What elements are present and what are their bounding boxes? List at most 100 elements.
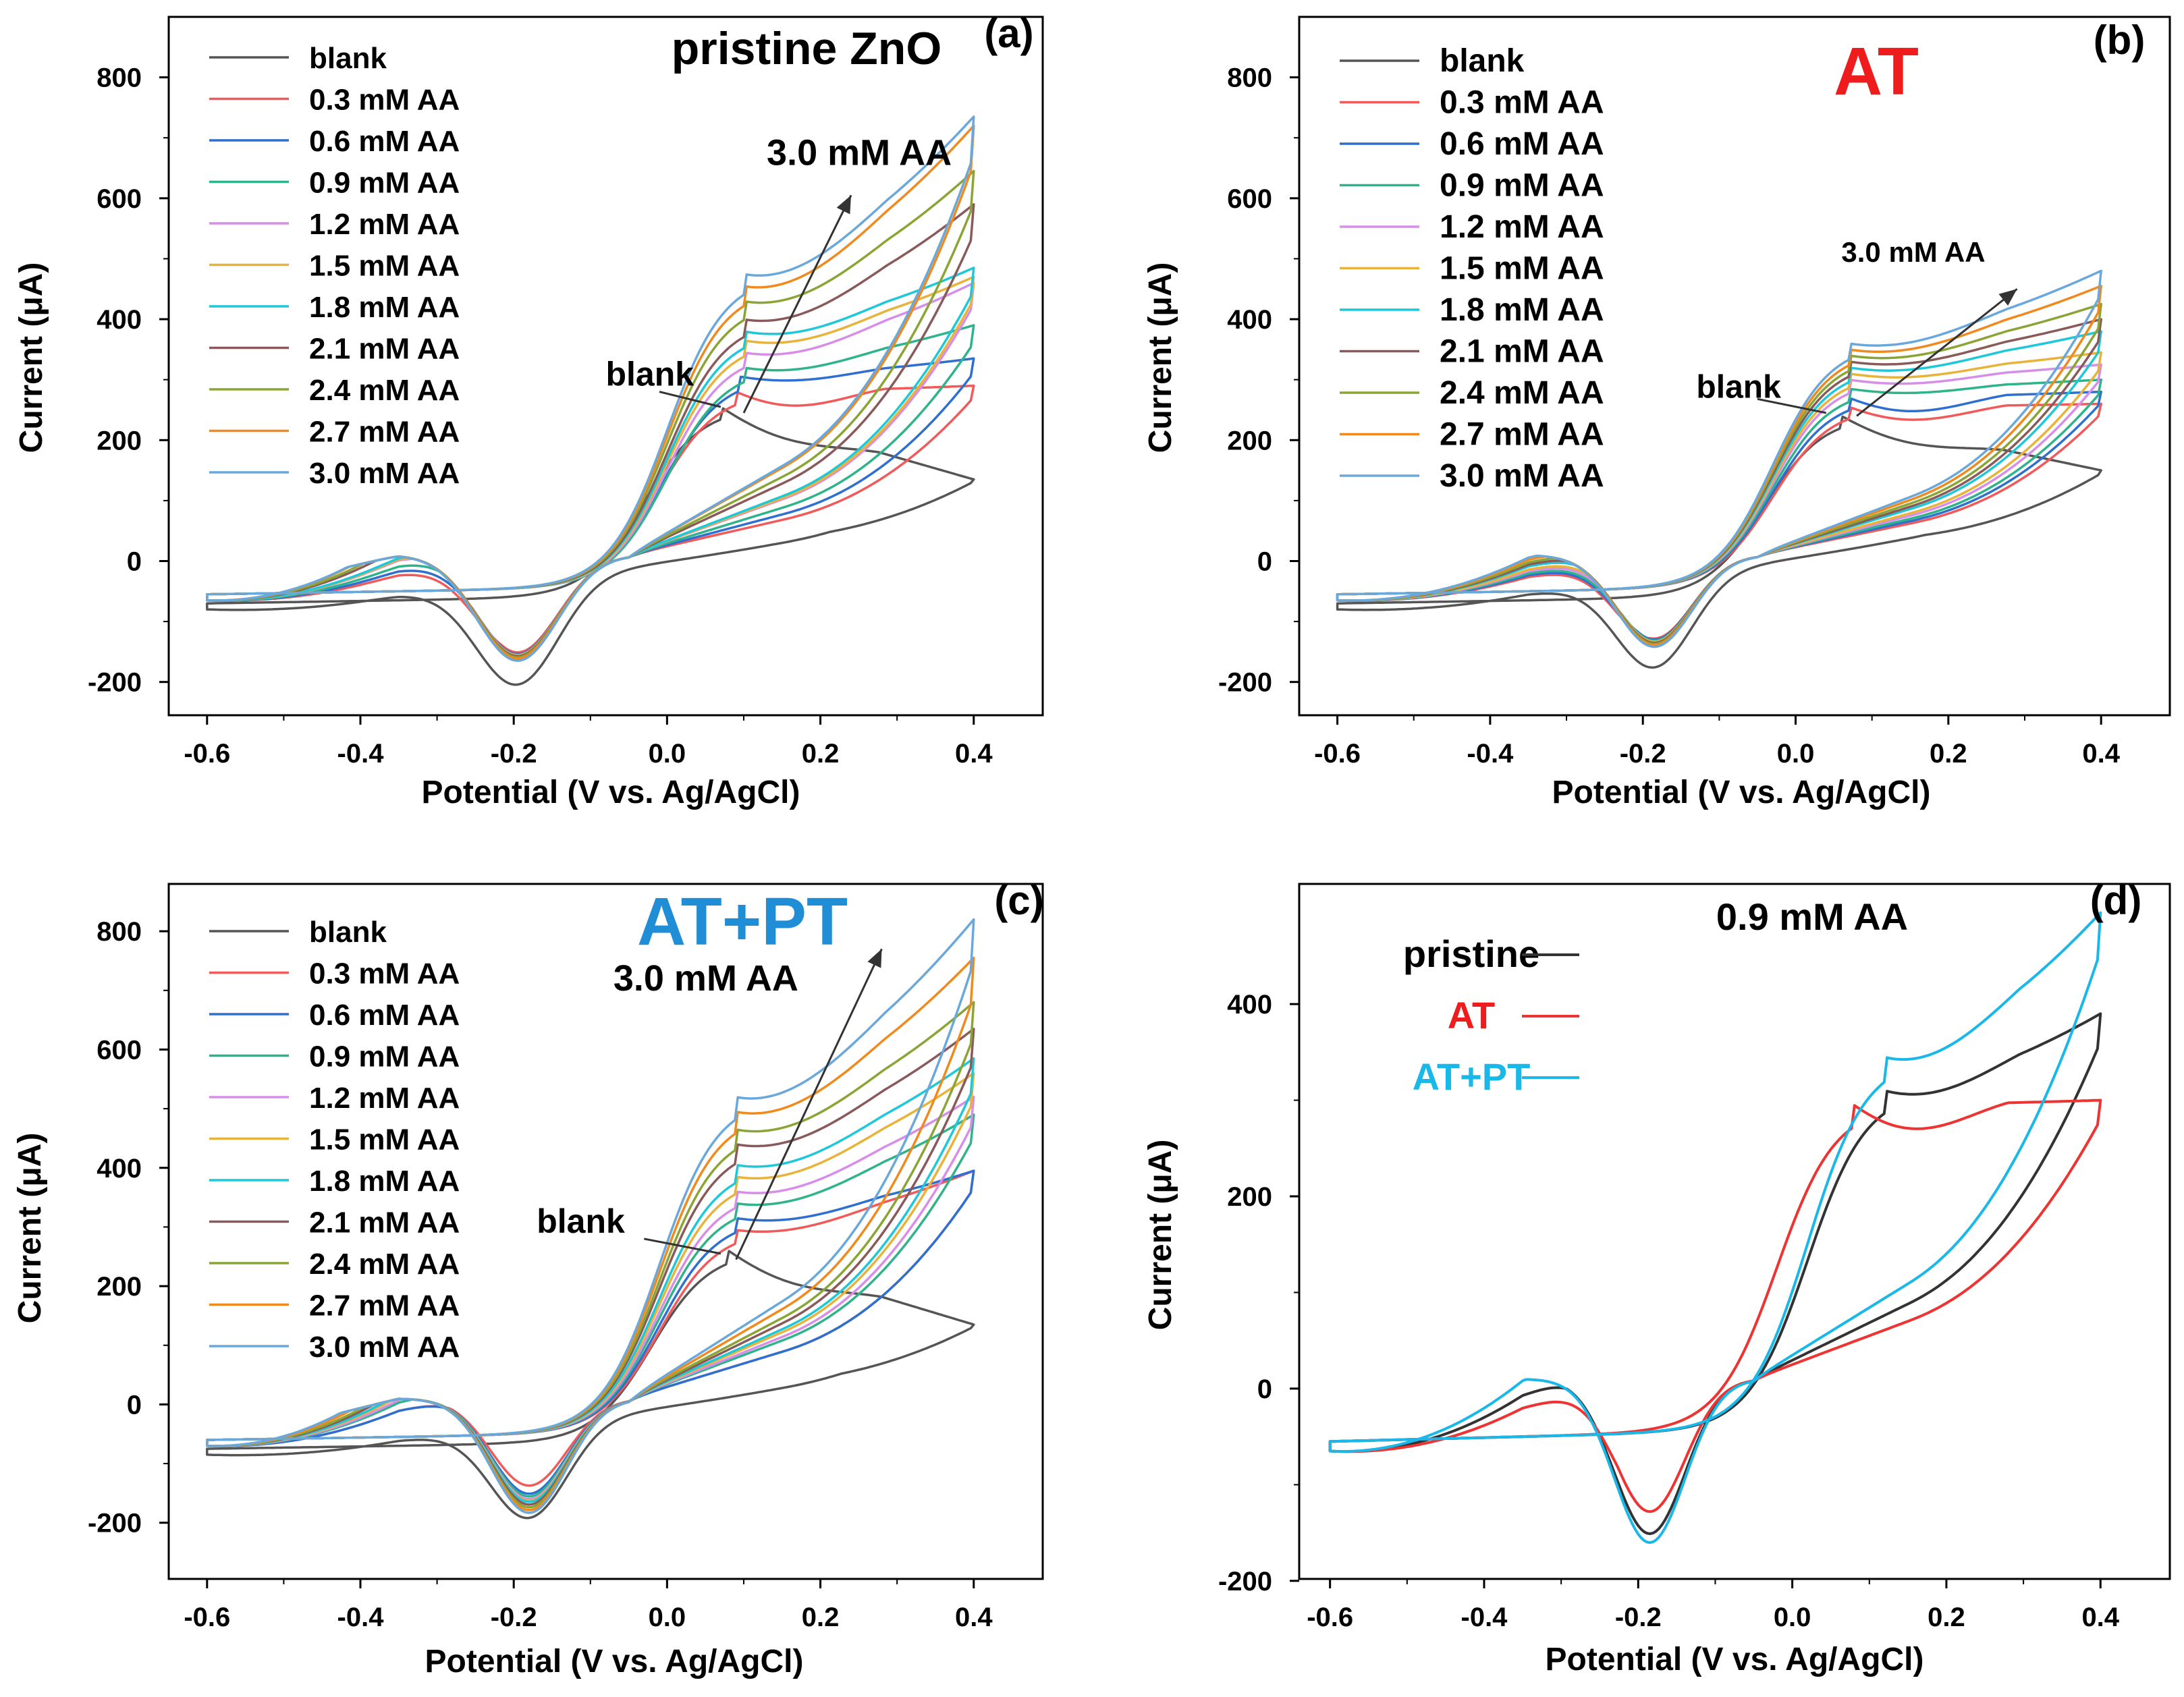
x-tick-label: -0.2 [491,739,537,769]
y-tick-label: -200 [1218,1567,1272,1596]
annotation-arrow [735,948,883,1260]
series-line-3-0-mm-aa [1336,269,2102,648]
annotation-arrow [644,1237,721,1255]
annotation-arrowhead [1998,289,2017,306]
y-tick-label: 200 [1227,1182,1272,1212]
panel-title: AT+PT [637,884,848,959]
series-line-at [1328,1098,2102,1513]
legend-label: 0.3 mM AA [309,957,460,991]
legend-label: 2.1 mM AA [309,333,460,366]
legend-label: 1.8 mM AA [309,1165,460,1198]
y-axis-label: Current (μA) [13,262,49,453]
legend-label: 2.7 mM AA [1440,417,1604,453]
legend-label: 1.8 mM AA [309,291,460,324]
panel-label: (b) [2094,18,2146,63]
y-tick-label: 600 [97,1035,142,1065]
panel-label: (c) [994,878,1043,923]
chart-panel-3: -0.6 -0.4 -0.2 0.0 0.2 0.4 -200 0 200 400 600 800 Po… [12,878,1044,1679]
y-tick-label: 200 [1227,426,1272,455]
series-group [206,115,975,686]
y-tick-label: 400 [97,305,142,335]
panel-title: pristine ZnO [672,23,941,74]
x-tick-label: 0.2 [802,739,840,769]
annotation-arrowhead [867,949,882,968]
y-tick-label: 600 [97,184,142,214]
plot-frame [1298,883,2171,1580]
annotation-arrowhead [836,195,852,215]
x-tick-label: 0.2 [1930,739,1967,769]
x-axis-label: Potential (V vs. Ag/AgCl) [1546,1642,1924,1677]
legend-label: 0.9 mM AA [309,167,460,200]
x-tick-label: -0.4 [337,739,385,769]
annotation-text: 3.0 mM AA [1841,236,1985,268]
x-tick-label: 0.2 [1928,1603,1965,1632]
y-tick-label: 800 [97,917,142,947]
legend-label: 1.5 mM AA [1440,251,1604,287]
x-tick-label: 0.0 [649,739,686,769]
y-tick-label: 0 [127,547,142,576]
y-tick-label: 400 [1227,305,1272,335]
x-tick-label: 0.4 [2081,1603,2119,1632]
series-line-3-0-mm-aa [206,918,975,1514]
legend-label: 0.6 mM AA [1440,126,1604,162]
legend-label: 1.5 mM AA [309,1123,460,1157]
panel-title: 0.9 mM AA [1716,895,1908,938]
x-tick-label: -0.6 [1314,739,1361,769]
panel-label: (d) [2090,878,2142,923]
series-line-at-pt [1328,911,2102,1545]
x-axis-label: Potential (V vs. Ag/AgCl) [1552,775,1931,810]
annotation-arrow [742,194,852,414]
legend-label: blank [309,916,387,949]
y-tick-label: -200 [88,668,142,698]
x-tick-label: -0.4 [1461,1603,1508,1632]
x-tick-label: 0.4 [955,1603,993,1632]
x-tick-label: 0.0 [649,1603,686,1632]
x-tick-label: -0.2 [1620,739,1666,769]
legend-label: 0.6 mM AA [309,125,460,158]
y-tick-label: 0 [1257,1374,1272,1404]
x-axis-label: Potential (V vs. Ag/AgCl) [425,1644,804,1679]
plot-frame [1298,16,2171,717]
chart-panel-1: -0.6 -0.4 -0.2 0.0 0.2 0.4 -200 0 200 400 600 800 Po… [13,11,1044,810]
legend-label: pristine [1403,933,1539,975]
legend-label: 1.2 mM AA [309,1082,460,1115]
x-tick-label: -0.4 [337,1603,385,1632]
annotation-text: blank [537,1202,625,1240]
x-tick-label: -0.6 [1307,1603,1353,1632]
legend-label: 3.0 mM AA [1440,458,1604,494]
series-group [1336,269,2102,669]
legend-label: AT+PT [1413,1055,1531,1098]
legend-label: 2.4 mM AA [309,1248,460,1281]
annotation-text: blank [606,356,694,393]
legend-label: 0.3 mM AA [309,84,460,117]
legend-label: 2.4 mM AA [309,374,460,407]
legend-label: AT [1448,994,1496,1036]
y-tick-label: 800 [1227,63,1272,93]
legend: blank 0.3 mM AA 0.6 mM AA 0.9 mM AA 1.2 mM A… [209,916,460,1364]
y-tick-label: 200 [97,426,142,455]
legend: blank 0.3 mM AA 0.6 mM AA 0.9 mM AA 1.2 mM A… [1340,43,1604,494]
legend-label: 2.7 mM AA [309,416,460,449]
legend-label: 2.7 mM AA [309,1289,460,1323]
y-tick-label: 400 [1227,990,1272,1020]
legend-label: 0.9 mM AA [1440,168,1604,204]
legend-label: 3.0 mM AA [309,1331,460,1364]
series-group [206,918,975,1520]
legend-label: 0.6 mM AA [309,999,460,1032]
annotation-text: blank [1696,370,1781,406]
y-tick-label: 800 [97,63,142,93]
annotation-text: 3.0 mM AA [767,133,952,173]
panel-label: (a) [984,11,1033,56]
series-line-blank [1336,415,2102,669]
annotation-arrow [1757,397,1827,414]
annotation-arrow [1856,288,2018,417]
panel-title: AT [1834,34,1919,109]
y-axis-label: Current (μA) [12,1133,48,1324]
y-tick-label: -200 [1218,668,1272,698]
legend: pristine AT AT+PT [1403,933,1579,1098]
y-tick-label: 200 [97,1272,142,1302]
legend-label: 3.0 mM AA [309,457,460,490]
y-tick-label: 0 [127,1390,142,1420]
annotation-arrow [659,391,721,408]
x-tick-label: 0.2 [802,1603,840,1632]
